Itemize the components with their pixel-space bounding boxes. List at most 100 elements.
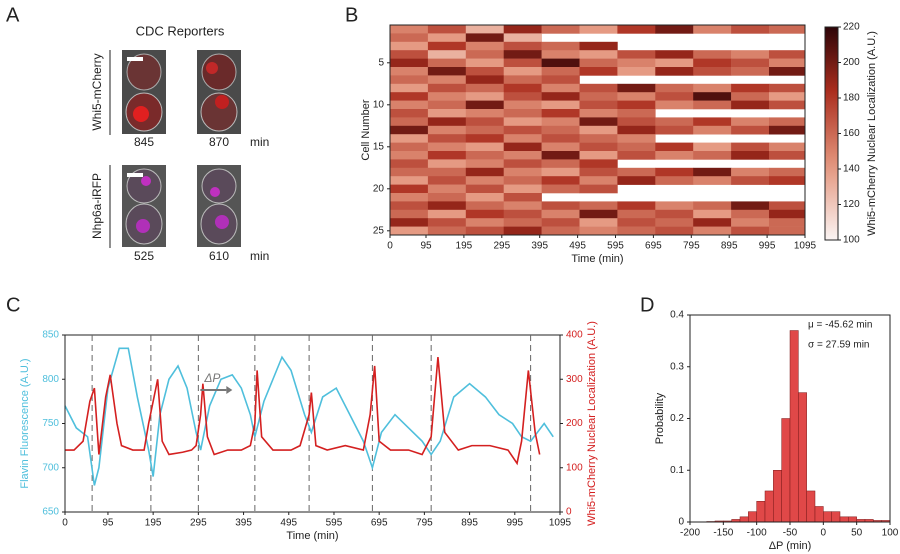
heat-cell xyxy=(655,67,694,76)
heat-cell xyxy=(541,167,580,177)
y-tick-label: 850 xyxy=(42,330,59,341)
y-tick-label: 100 xyxy=(566,462,583,473)
heat-cell xyxy=(465,201,504,211)
x-tick-label: 0 xyxy=(62,518,68,529)
x-axis-label: Time (min) xyxy=(571,253,623,265)
x-tick-label: 695 xyxy=(645,241,662,252)
heat-cell xyxy=(655,151,694,160)
annotation: μ = -45.62 min xyxy=(808,320,872,331)
heat-cell xyxy=(579,100,618,110)
panel-label: A xyxy=(6,4,20,26)
heat-cell xyxy=(768,209,806,219)
heat-cell xyxy=(617,67,656,76)
x-axis-label: ΔP (min) xyxy=(769,540,812,552)
heat-cell xyxy=(427,184,467,194)
heat-cell xyxy=(655,218,694,227)
x-tick-label: 695 xyxy=(371,518,388,529)
heat-cell xyxy=(617,142,656,152)
heat-cell xyxy=(503,159,542,169)
heat-cell xyxy=(731,218,770,227)
heat-cell xyxy=(427,226,467,236)
heat-cell xyxy=(617,226,656,236)
hist-bar xyxy=(789,330,799,523)
heat-cell xyxy=(503,134,542,143)
heat-cell xyxy=(579,209,618,219)
y-tick-label: 650 xyxy=(42,507,59,518)
heat-cell xyxy=(503,67,542,76)
y-tick-label: 0 xyxy=(678,517,684,528)
heat-cell xyxy=(465,218,504,227)
heat-cell xyxy=(655,167,694,177)
heat-cell xyxy=(579,201,618,211)
x-tick-label: 100 xyxy=(882,528,899,539)
heat-cell xyxy=(465,33,504,43)
heat-cell xyxy=(768,176,806,185)
plot-frame xyxy=(64,334,561,513)
heat-cell xyxy=(427,33,467,43)
heat-cell xyxy=(617,151,656,160)
heat-cell xyxy=(731,25,770,34)
heat-cell xyxy=(579,117,618,127)
x-tick-label: -200 xyxy=(680,528,700,539)
heat-cell xyxy=(390,134,429,143)
heat-cell xyxy=(541,100,580,110)
heat-cell xyxy=(503,50,542,59)
heat-cell xyxy=(503,142,542,152)
heat-cell xyxy=(427,50,467,59)
heat-cell xyxy=(693,117,732,127)
x-tick-label: -100 xyxy=(747,528,767,539)
x-tick-label: 95 xyxy=(420,241,432,252)
heat-cell xyxy=(390,25,429,34)
heat-cell xyxy=(693,125,732,135)
heat-cell xyxy=(541,58,580,68)
heat-cell xyxy=(390,50,429,59)
heat-cell xyxy=(768,100,806,110)
heat-cell xyxy=(768,151,806,160)
heat-cell xyxy=(427,134,467,143)
heat-cell xyxy=(465,117,504,127)
heat-cell xyxy=(655,25,694,34)
heat-cell xyxy=(465,109,504,118)
heat-cell xyxy=(617,83,656,93)
heat-cell xyxy=(390,142,429,152)
heat-cell xyxy=(693,218,732,227)
heat-cell xyxy=(427,218,467,227)
heat-cell xyxy=(617,201,656,211)
heat-cell xyxy=(731,142,770,152)
colorbar-tick-label: 180 xyxy=(843,93,860,104)
x-tick-label: 795 xyxy=(416,518,433,529)
heat-cell xyxy=(390,58,429,68)
heat-cell xyxy=(427,25,467,34)
heat-cell xyxy=(465,125,504,135)
heat-cell xyxy=(465,83,504,93)
heat-cell xyxy=(503,33,542,43)
x-tick-label: 795 xyxy=(683,241,700,252)
heat-cell xyxy=(541,41,580,51)
hist-bar xyxy=(773,470,782,523)
heat-cell xyxy=(617,125,656,135)
y-tick-label: 0.2 xyxy=(670,413,684,424)
heat-cell xyxy=(541,226,580,236)
hist-bar xyxy=(831,511,841,523)
heat-cell xyxy=(427,58,467,68)
heat-cell xyxy=(731,201,770,211)
panel-label: B xyxy=(345,4,358,26)
heat-cell xyxy=(693,67,732,76)
x-tick-label: 295 xyxy=(493,241,510,252)
heat-cell xyxy=(655,176,694,185)
heat-cell xyxy=(427,83,467,93)
heat-cell xyxy=(579,218,618,227)
heat-cell xyxy=(503,218,542,227)
heat-cell xyxy=(503,201,542,211)
heat-cell xyxy=(427,176,467,185)
heat-cell xyxy=(731,50,770,59)
heat-cell xyxy=(390,193,429,202)
heat-cell xyxy=(617,209,656,219)
heat-cell xyxy=(390,33,429,43)
heat-cell xyxy=(465,50,504,59)
heat-cell xyxy=(693,201,732,211)
heat-cell xyxy=(465,41,504,51)
heat-cell xyxy=(579,151,618,160)
heat-cell xyxy=(617,134,656,143)
heat-cell xyxy=(768,67,806,76)
